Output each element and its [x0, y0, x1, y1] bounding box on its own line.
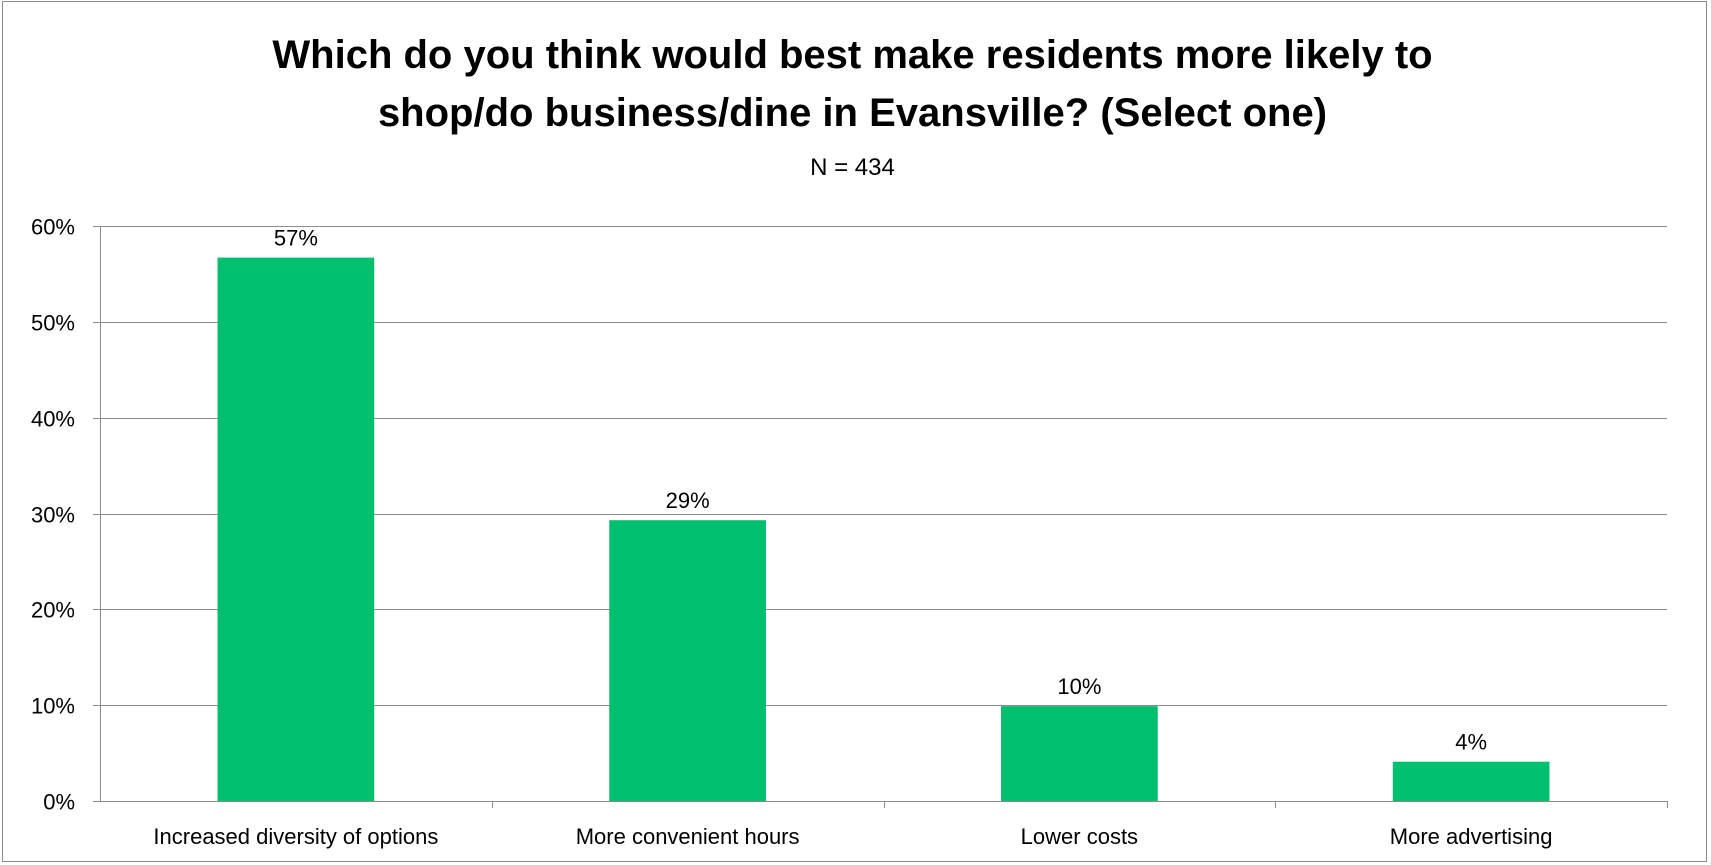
chart-subtitle: N = 434: [810, 154, 895, 181]
x-tick-label: Increased diversity of options: [153, 824, 438, 849]
bar: [217, 257, 375, 801]
data-label: 29%: [666, 488, 710, 513]
y-tick-label: 50%: [31, 311, 75, 336]
bar: [1392, 761, 1550, 801]
y-tick-label: 20%: [31, 598, 75, 623]
x-tick-label: More advertising: [1390, 824, 1553, 849]
bars: [217, 257, 1550, 801]
y-tick-label: 30%: [31, 503, 75, 528]
y-tick-label: 0%: [43, 790, 75, 815]
axes: [93, 226, 1668, 808]
labels: 0% 10% 20% 30% 40% 50% 60% 57% Increased diversi…: [31, 215, 1552, 850]
data-label: 57%: [274, 226, 318, 251]
chart-title-line-2: shop/do business/dine in Evansville? (Se…: [377, 91, 1328, 135]
chart-title: Which do you think would best make resid…: [0, 26, 1705, 142]
y-tick-label: 10%: [31, 694, 75, 719]
y-tick-label: 60%: [31, 215, 75, 240]
data-label: 10%: [1057, 674, 1101, 699]
chart-title-line-1: Which do you think would best make resid…: [272, 33, 1433, 77]
x-tick-label: More convenient hours: [576, 824, 800, 849]
y-tick-label: 40%: [31, 407, 75, 432]
bar: [609, 520, 766, 801]
bar: [1001, 706, 1158, 801]
x-tick-label: Lower costs: [1021, 824, 1138, 849]
data-label: 4%: [1455, 730, 1487, 755]
